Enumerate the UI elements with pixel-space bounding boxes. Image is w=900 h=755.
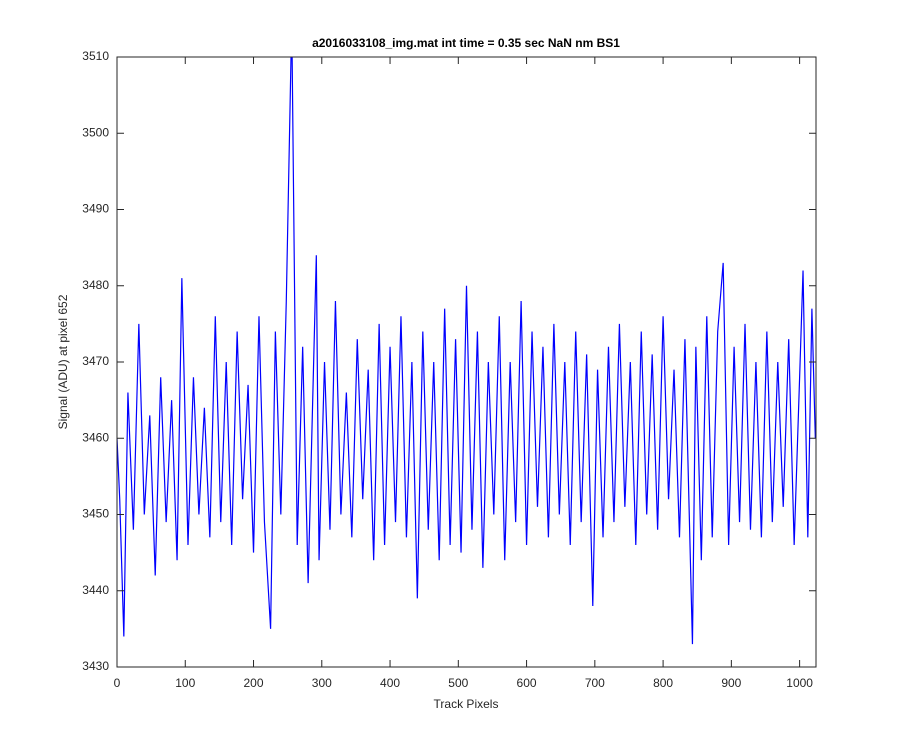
- x-tick-label: 900: [721, 676, 741, 690]
- x-tick-label: 0: [114, 676, 121, 690]
- y-tick-label: 3480: [82, 278, 109, 292]
- x-tick-label: 200: [244, 676, 264, 690]
- data-line: [117, 57, 816, 645]
- axes-box: [116, 56, 817, 668]
- y-tick-label: 3490: [82, 202, 109, 216]
- y-axis-label: Signal (ADU) at pixel 652: [56, 294, 70, 429]
- y-tick-label: 3510: [82, 49, 109, 63]
- x-tick-label: 600: [517, 676, 537, 690]
- x-tick-label: 100: [175, 676, 195, 690]
- x-tick-label: 300: [312, 676, 332, 690]
- y-tick-label: 3430: [82, 659, 109, 673]
- y-tick-label: 3470: [82, 354, 109, 368]
- x-tick-label: 700: [585, 676, 605, 690]
- x-tick-label: 1000: [786, 676, 813, 690]
- y-tick-label: 3450: [82, 507, 109, 521]
- y-tick-label: 3440: [82, 583, 109, 597]
- x-tick-label: 800: [653, 676, 673, 690]
- x-axis-label: Track Pixels: [434, 697, 499, 711]
- y-tick-label: 3500: [82, 125, 109, 139]
- x-tick-label: 500: [448, 676, 468, 690]
- x-tick-label: 400: [380, 676, 400, 690]
- y-tick-label: 3460: [82, 430, 109, 444]
- plot-area: [117, 57, 816, 667]
- chart-title: a2016033108_img.mat int time = 0.35 sec …: [312, 36, 620, 50]
